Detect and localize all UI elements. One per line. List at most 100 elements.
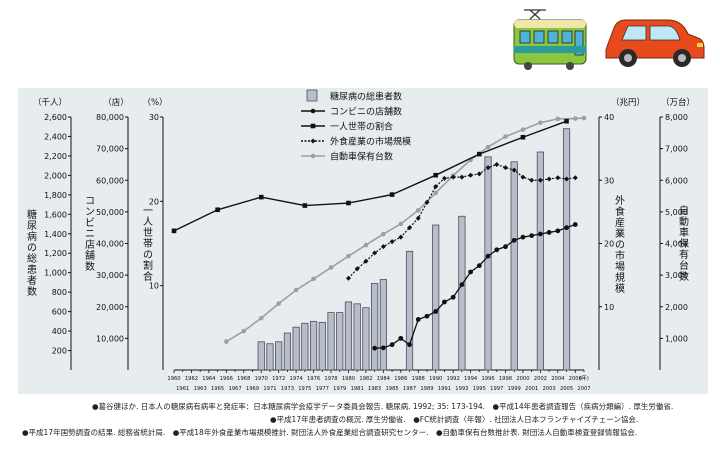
legend-marker-food (310, 138, 316, 144)
point-cars (485, 144, 491, 150)
legend-label-single: 一人世帯の割合 (330, 121, 393, 133)
x-tick-label-top: 2004 (551, 376, 565, 382)
point-stores (433, 309, 439, 314)
x-tick-label-bottom: 2001 (525, 386, 538, 392)
point-single (346, 200, 351, 206)
line-cars (225, 117, 585, 343)
left1-tick-label: 2,600 (44, 113, 67, 122)
left3-tick-label: 20 (149, 197, 159, 206)
left3-tick-label: 10 (149, 282, 159, 291)
point-stores (468, 269, 473, 275)
x-tick-label-top: 1966 (220, 376, 233, 382)
bar-patients (292, 326, 300, 371)
point-stores (529, 233, 535, 238)
point-food (459, 174, 465, 180)
point-stores (537, 231, 543, 237)
point-cars (346, 253, 351, 259)
x-tick-label-bottom: 1969 (246, 386, 259, 392)
x-tick-label-top: 1976 (307, 376, 320, 382)
point-food (363, 258, 369, 264)
x-tick-label-top: 1992 (447, 376, 460, 382)
point-food (354, 266, 360, 272)
bar-patients (275, 341, 283, 371)
x-tick-label-top: 1994 (464, 376, 478, 382)
point-food (529, 177, 535, 183)
point-single (564, 118, 569, 124)
point-stores (424, 313, 430, 319)
header-illustration (513, 9, 705, 70)
point-food (572, 175, 578, 181)
point-cars (572, 116, 578, 121)
point-stores (520, 234, 526, 240)
x-tick-label-bottom: 1977 (316, 386, 329, 392)
left2-tick-label: 60,000 (96, 176, 124, 185)
point-stores (398, 335, 404, 341)
line-stores (374, 223, 576, 349)
point-cars (381, 231, 386, 237)
bar-patients (458, 215, 466, 371)
point-cars (363, 242, 369, 248)
x-tick-label-bottom: 2005 (560, 386, 573, 392)
left1-tick-label: 400 (52, 327, 67, 336)
left1-tick-label: 2,000 (44, 171, 67, 180)
point-stores (476, 263, 482, 269)
point-single (389, 192, 395, 197)
x-tick-label-bottom: 1999 (508, 386, 521, 392)
train-icon (513, 9, 587, 70)
x-tick-label-bottom: 1965 (211, 386, 224, 392)
legend-label-stores: コンビニの店舗数 (330, 106, 402, 118)
bar-patients (283, 332, 292, 371)
x-tick-label-bottom: 1971 (263, 386, 276, 392)
legend-marker-cars (310, 153, 316, 159)
right2-tick-label: 8,000 (665, 113, 688, 122)
x-tick-label-bottom: 1989 (420, 386, 433, 392)
point-single (433, 172, 439, 178)
left2-tick-label: 30,000 (96, 271, 124, 280)
x-tick-label-top: 1986 (394, 376, 407, 382)
right2-tick-label: 7,000 (665, 145, 688, 154)
point-food (433, 184, 439, 190)
x-tick-label-top: 1980 (342, 376, 355, 382)
bar-patients (371, 282, 379, 371)
point-food (424, 199, 430, 205)
point-food (345, 275, 351, 281)
right2-tick-label: 4,000 (665, 240, 688, 249)
sources-footnote: ●葛谷健ほか. 日本人の糖尿病有病率と発症率：日本糖尿病学会疫学データ委員会報告… (0, 396, 720, 450)
x-tick-label-bottom: 1973 (281, 386, 294, 392)
left1-unit-label: （千人） (33, 97, 67, 108)
right2-unit-label: （万台） (661, 97, 695, 108)
point-cars (398, 221, 404, 227)
point-single (258, 194, 264, 200)
left1-tick-label: 200 (52, 347, 67, 356)
point-stores (407, 342, 412, 348)
x-tick-label-bottom: 1963 (194, 386, 207, 392)
x-tick-label-bottom: 1995 (473, 386, 486, 392)
point-food (520, 174, 526, 180)
point-stores (511, 237, 517, 243)
left2-unit-label: （店） (103, 97, 129, 108)
bar-patients (362, 307, 370, 371)
left2-tick-label: 70,000 (96, 145, 124, 154)
x-tick-label-bottom: 1961 (176, 386, 189, 392)
point-stores (572, 222, 578, 227)
x-tick-label-top: 1968 (237, 376, 250, 382)
legend-marker-single (310, 123, 316, 129)
point-food (511, 167, 517, 173)
point-single (477, 151, 482, 157)
line-single (173, 120, 567, 232)
bar-patients (353, 303, 361, 371)
bar-patients (484, 156, 492, 371)
bar-patients (327, 312, 335, 371)
bar-patients (405, 250, 414, 371)
bar-patients (379, 279, 387, 371)
x-tick-label-top: 1982 (359, 376, 372, 382)
right2-tick-label: 5,000 (665, 208, 688, 217)
bar-patients (510, 161, 518, 371)
point-cars (224, 339, 229, 344)
point-cars (241, 328, 247, 334)
bar-patients (562, 128, 571, 371)
right2-tick-label: 6,000 (665, 176, 688, 185)
x-tick-label-top: 1990 (429, 376, 442, 382)
point-food (502, 165, 508, 171)
left1-tick-label: 800 (52, 288, 67, 297)
